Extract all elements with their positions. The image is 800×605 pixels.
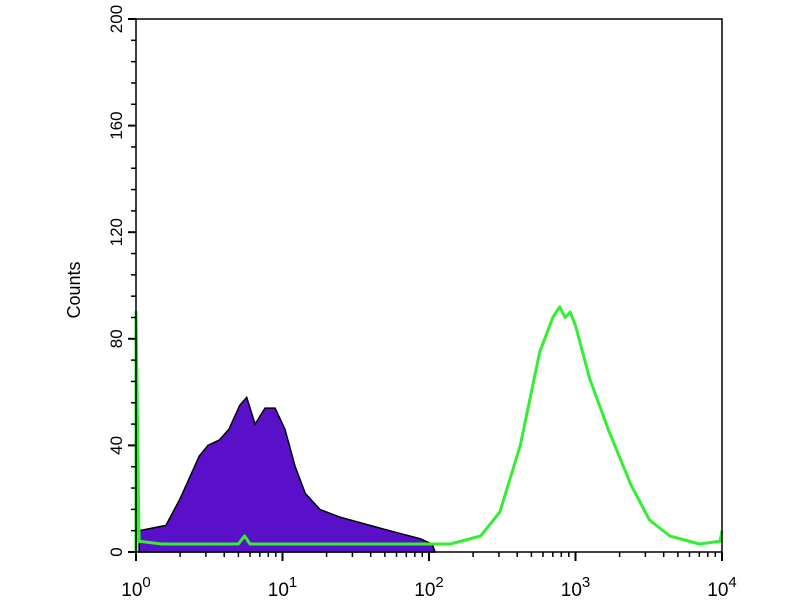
x-tick-label: 101 [268, 574, 297, 600]
series-1-histogram-line [134, 305, 724, 552]
y-tick-label: 120 [107, 218, 126, 246]
x-tick-label: 104 [707, 574, 736, 600]
y-tick-label: 80 [107, 329, 126, 348]
x-tick-label: 103 [561, 574, 590, 600]
y-axis-label: Counts [64, 261, 84, 318]
y-tick-label: 0 [107, 547, 126, 556]
axes-layer: 0 40 80 120 160 200 100 101 102 103 104 [107, 5, 737, 601]
series-0-filled-histogram [138, 395, 437, 553]
y-tick-label: 40 [107, 436, 126, 455]
x-tick-label: 100 [121, 574, 150, 600]
y-tick-label: 200 [107, 5, 126, 33]
series-layer [134, 305, 724, 553]
x-tick-label: 102 [414, 574, 443, 600]
y-tick-label: 160 [107, 111, 126, 139]
